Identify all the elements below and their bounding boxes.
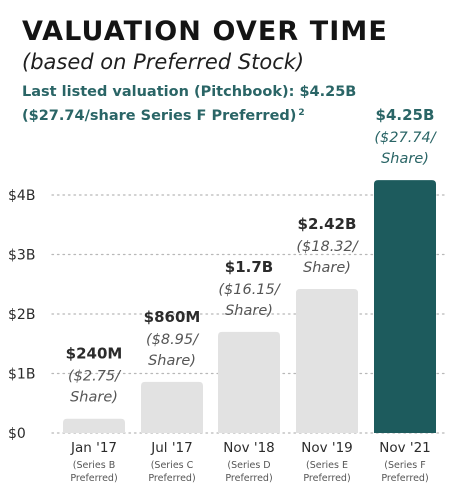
series-label: (Series D — [227, 460, 270, 471]
value-label: $240M — [66, 345, 123, 363]
x-tick-label: Jan '17 — [70, 440, 117, 456]
series-label: Preferred) — [225, 473, 272, 484]
share-label: Share) — [225, 303, 273, 319]
series-label: (Series E — [306, 460, 348, 471]
share-label: ($8.95/ — [146, 332, 200, 348]
value-label: $860M — [144, 308, 201, 326]
valuation-note-text: Last listed valuation (Pitchbook): $4.25… — [22, 84, 357, 124]
share-label: Share) — [381, 151, 429, 167]
x-tick-label: Nov '19 — [301, 440, 353, 456]
y-tick-label: $2B — [8, 307, 35, 323]
x-tick-label: Nov '21 — [379, 440, 431, 456]
bar-0 — [63, 418, 125, 433]
share-label: ($16.15/ — [218, 282, 281, 298]
x-tick-label: Jul '17 — [150, 440, 192, 456]
share-label: ($27.74/ — [374, 130, 437, 146]
bar-4 — [374, 180, 436, 433]
x-tick-label: Nov '18 — [223, 440, 275, 456]
series-label: Preferred) — [70, 473, 117, 484]
share-label: ($18.32/ — [296, 239, 359, 255]
series-label: Preferred) — [148, 473, 195, 484]
valuation-note: Last listed valuation (Pitchbook): $4.25… — [22, 82, 452, 127]
y-tick-label: $4B — [8, 188, 35, 204]
bar-1 — [141, 381, 203, 433]
footnote-marker: 2 — [298, 108, 305, 118]
y-tick-label: $3B — [8, 248, 35, 264]
chart-subtitle: (based on Preferred Stock) — [22, 50, 305, 74]
chart-title: VALUATION OVER TIME — [22, 16, 388, 47]
series-label: (Series B — [73, 460, 115, 471]
bar-2 — [218, 331, 280, 433]
value-label: $1.7B — [225, 258, 273, 276]
value-label: $2.42B — [298, 215, 357, 233]
share-label: Share) — [148, 353, 196, 369]
share-label: Share) — [70, 390, 118, 406]
series-label: Preferred) — [381, 473, 428, 484]
series-label: (Series C — [151, 460, 194, 471]
bar-3 — [296, 289, 358, 433]
series-label: (Series F — [384, 460, 425, 471]
y-tick-label: $1B — [8, 367, 35, 383]
y-tick-label: $0 — [8, 426, 26, 442]
value-label: $4.25B — [376, 106, 435, 124]
series-label: Preferred) — [303, 473, 350, 484]
share-label: Share) — [303, 260, 351, 276]
share-label: ($2.75/ — [68, 369, 122, 385]
